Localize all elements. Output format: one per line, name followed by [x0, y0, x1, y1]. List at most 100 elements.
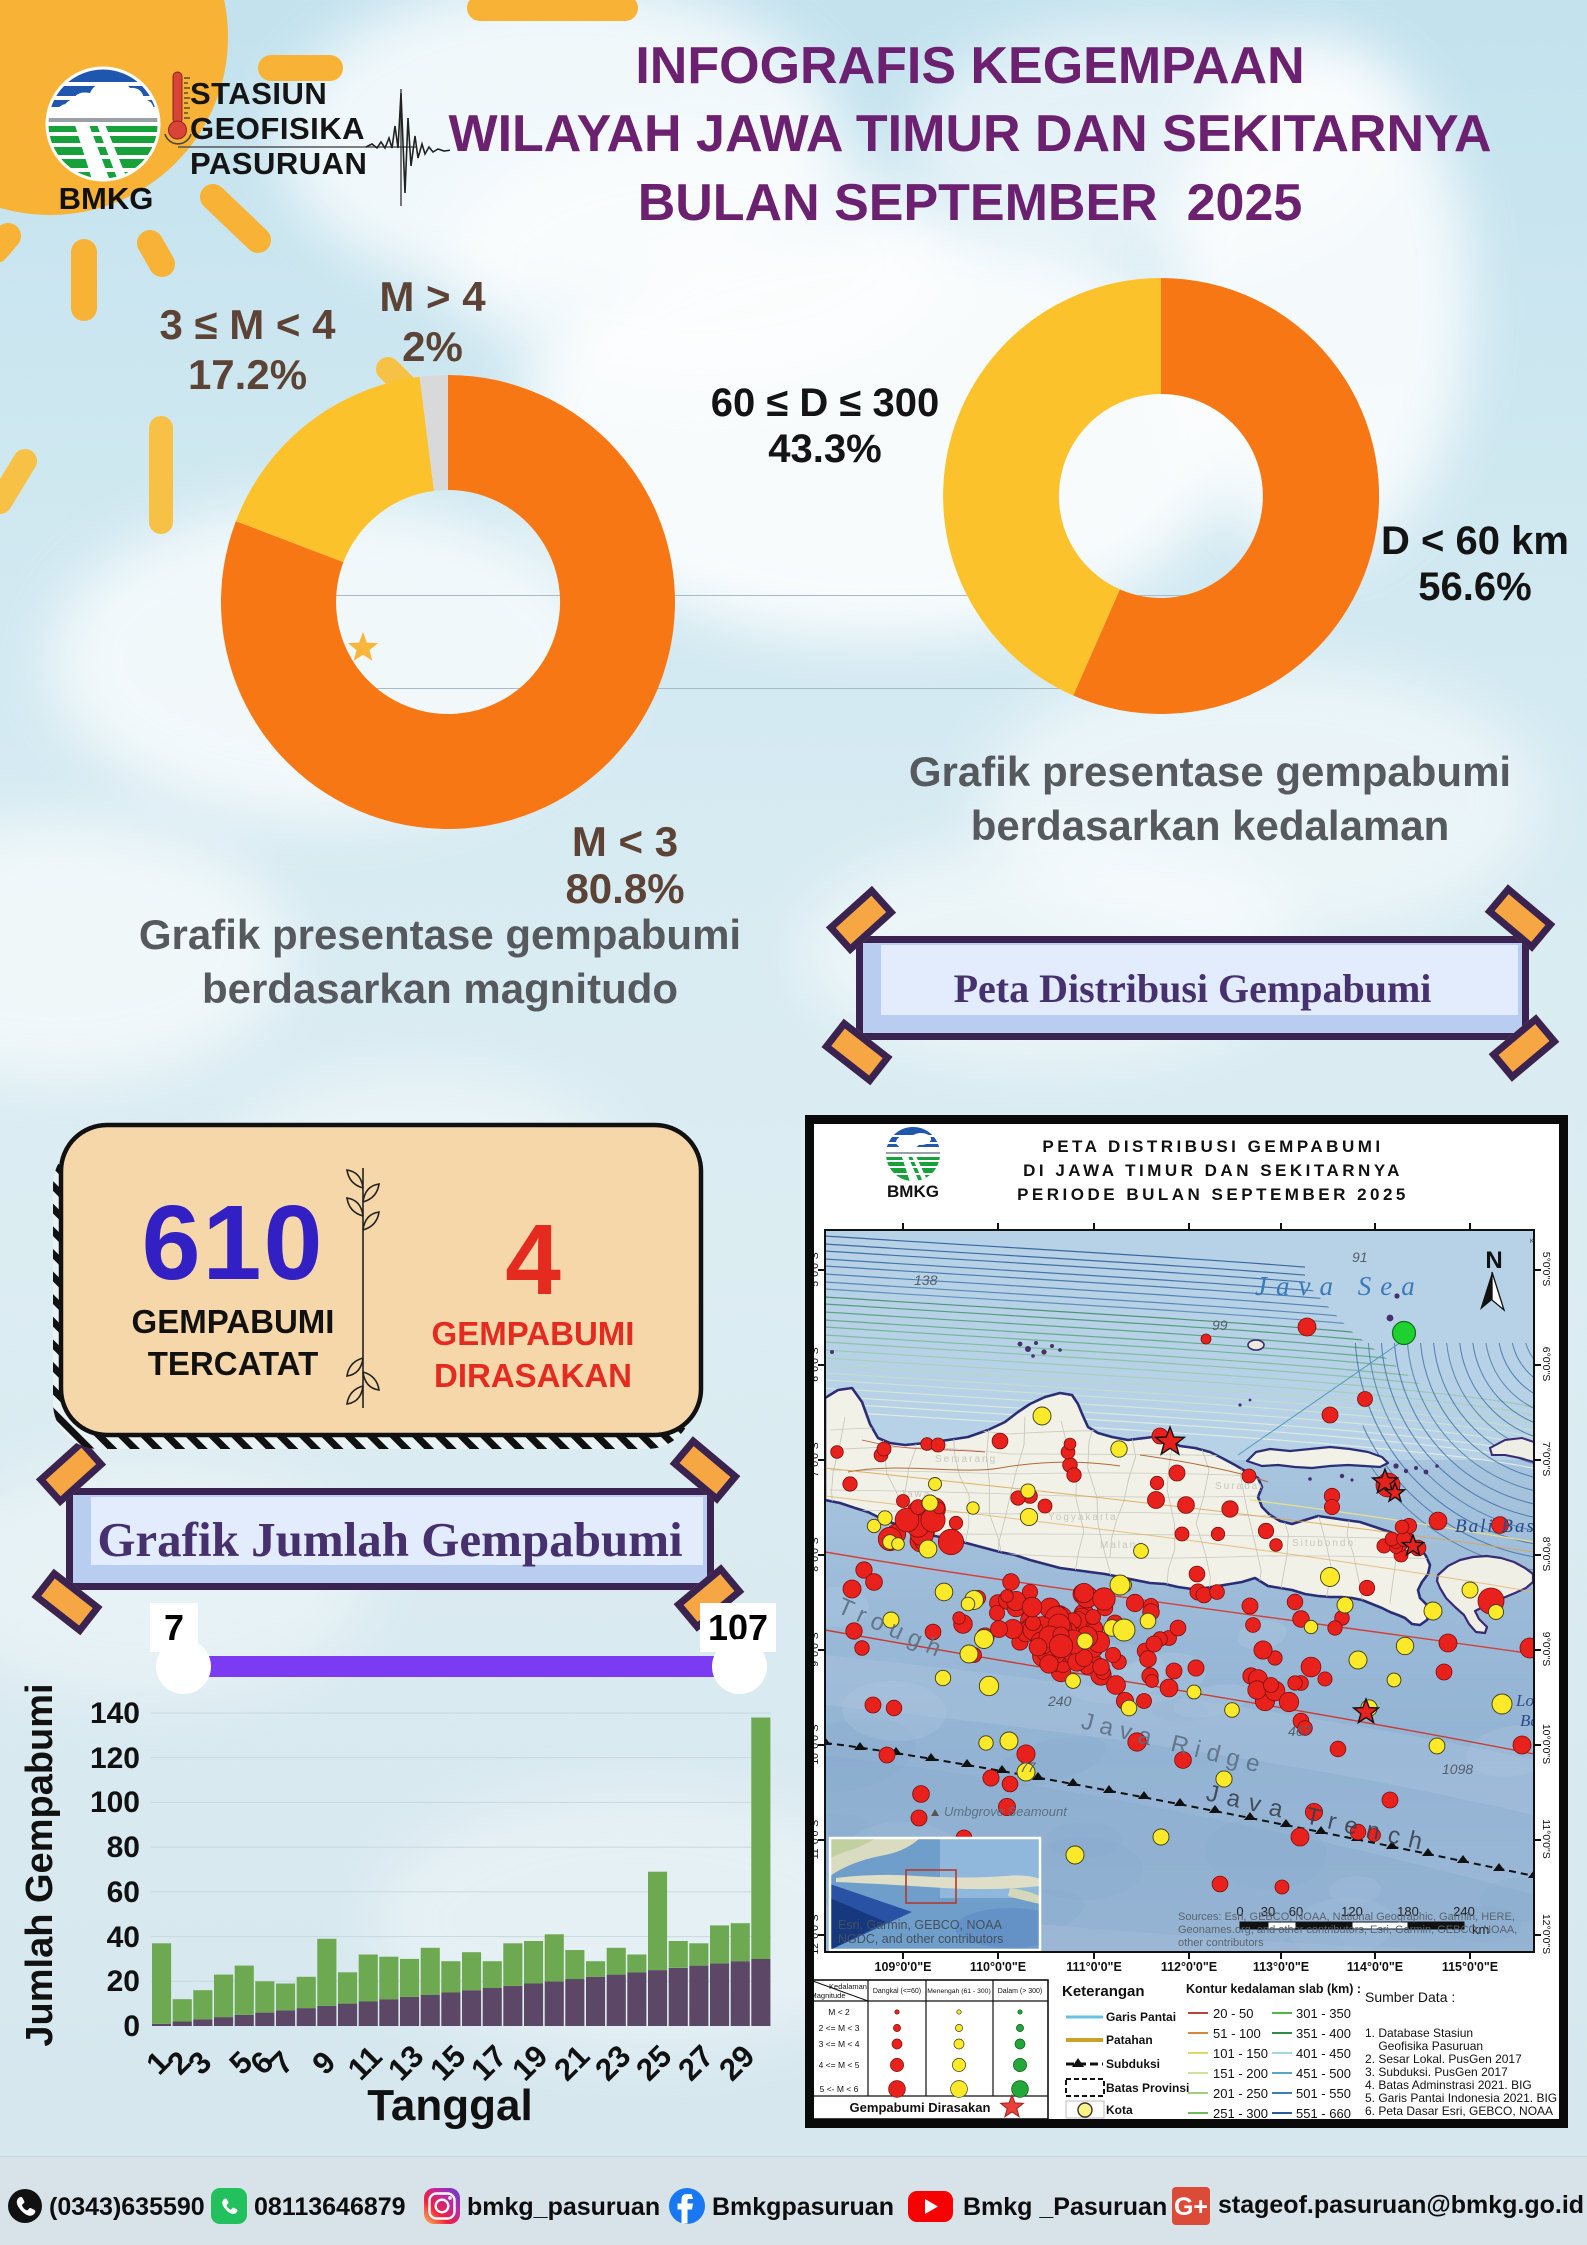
svg-text:Situbondo: Situbondo: [1292, 1538, 1355, 1549]
svg-text:Umbgrove Seamount: Umbgrove Seamount: [944, 1804, 1068, 1819]
svg-text:Bali Bas: Bali Bas: [1455, 1516, 1536, 1537]
svg-text:4. Batas Adminstrasi 2021. BIG: 4. Batas Adminstrasi 2021. BIG: [1365, 2078, 1532, 2092]
svg-text:Java Sea: Java Sea: [1255, 1271, 1424, 1301]
svg-text:NGDC, and other contributors: NGDC, and other contributors: [838, 1932, 1003, 1946]
svg-text:Geonames.org, and other contri: Geonames.org, and other contributors, Es…: [1178, 1924, 1517, 1936]
svg-text:Dalam (> 300): Dalam (> 300): [998, 1988, 1043, 1995]
svg-text:5 <- M < 6: 5 <- M < 6: [820, 2084, 859, 2094]
svg-text:10°0'0"S: 10°0'0"S: [1540, 1724, 1552, 1764]
svg-text:51 - 100: 51 - 100: [1213, 2026, 1261, 2041]
svg-text:BMKG: BMKG: [59, 181, 154, 216]
svg-text:Geofisika Pasuruan: Geofisika Pasuruan: [1365, 2039, 1483, 2053]
svg-text:km: km: [1472, 1922, 1489, 1937]
svg-text:2. Sesar Lokal. PusGen 2017: 2. Sesar Lokal. PusGen 2017: [1365, 2052, 1522, 2066]
svg-text:Tanggal: Tanggal: [367, 2081, 532, 2130]
svg-text:451 - 500: 451 - 500: [1296, 2066, 1351, 2081]
svg-text:1098: 1098: [1442, 1761, 1473, 1777]
svg-text:Lo: Lo: [1515, 1691, 1534, 1710]
svg-text:Surabaya: Surabaya: [1215, 1481, 1274, 1492]
svg-text:Dangkal (<=60): Dangkal (<=60): [873, 1988, 921, 1995]
svg-text:110°0'0"E: 110°0'0"E: [970, 1960, 1026, 1974]
svg-text:6. Peta Dasar Esri, GEBCO, NOA: 6. Peta Dasar Esri, GEBCO, NOAA: [1365, 2104, 1553, 2118]
svg-text:Yogyakarta: Yogyakarta: [1048, 1512, 1118, 1523]
svg-text:11°0'0"S: 11°0'0"S: [1540, 1819, 1552, 1859]
svg-text:PERIODE BULAN SEPTEMBER 2025: PERIODE BULAN SEPTEMBER 2025: [1017, 1185, 1409, 1204]
svg-text:60: 60: [107, 1876, 140, 1909]
svg-text:Bmkgpasuruan: Bmkgpasuruan: [712, 2193, 894, 2221]
svg-text:109°0'0"E: 109°0'0"E: [875, 1960, 932, 1974]
svg-text:Ba: Ba: [1520, 1711, 1539, 1730]
svg-text:0: 0: [123, 2010, 140, 2043]
svg-text:Kontur kedalaman slab (km) :: Kontur kedalaman slab (km) :: [1186, 1982, 1361, 1996]
svg-text:60: 60: [1289, 1904, 1303, 1919]
svg-text:115°0'0"E: 115°0'0"E: [1442, 1960, 1498, 1974]
svg-text:111°0'0"E: 111°0'0"E: [1066, 1960, 1122, 1974]
svg-text:Jawa: Jawa: [900, 1489, 931, 1500]
svg-text:401 - 450: 401 - 450: [1296, 2046, 1351, 2061]
svg-text:20: 20: [107, 1965, 140, 1998]
svg-text:2 <= M < 3: 2 <= M < 3: [819, 2023, 860, 2033]
svg-text:351 - 400: 351 - 400: [1296, 2026, 1351, 2041]
svg-text:12°0'0"S: 12°0'0"S: [1540, 1914, 1552, 1954]
svg-text:stageof.pasuruan@bmkg.go.id: stageof.pasuruan@bmkg.go.id: [1218, 2191, 1584, 2219]
svg-text:100: 100: [90, 1786, 140, 1819]
svg-text:Subduksi: Subduksi: [1106, 2057, 1160, 2071]
svg-text:7°0'0"S: 7°0'0"S: [1540, 1442, 1552, 1476]
svg-text:0: 0: [1236, 1904, 1243, 1919]
svg-text:180: 180: [1397, 1904, 1419, 1919]
svg-text:301 - 350: 301 - 350: [1296, 2006, 1351, 2021]
svg-text:201 - 250: 201 - 250: [1213, 2086, 1268, 2101]
svg-text:240: 240: [1047, 1693, 1072, 1709]
svg-text:other contributors: other contributors: [1178, 1937, 1264, 1949]
svg-text:(0343)635590: (0343)635590: [49, 2193, 205, 2221]
svg-text:N: N: [1485, 1247, 1502, 1274]
svg-text:9°0'0"S: 9°0'0"S: [1540, 1632, 1552, 1666]
svg-text:1. Database Stasiun: 1. Database Stasiun: [1365, 2026, 1473, 2040]
svg-text:80: 80: [107, 1831, 140, 1864]
svg-text:140: 140: [90, 1697, 140, 1730]
svg-text:Jumlah Gempabumi: Jumlah Gempabumi: [19, 1683, 61, 2046]
svg-text:251 - 300: 251 - 300: [1213, 2106, 1268, 2121]
svg-text:30: 30: [1261, 1904, 1275, 1919]
svg-text:501 - 550: 501 - 550: [1296, 2086, 1351, 2101]
svg-text:DI JAWA TIMUR DAN SEKITARNYA: DI JAWA TIMUR DAN SEKITARNYA: [1023, 1161, 1403, 1180]
svg-text:112°0'0"E: 112°0'0"E: [1161, 1960, 1217, 1974]
svg-text:467: 467: [1288, 1723, 1313, 1739]
svg-text:5. Garis Pantai Indonesia 2021: 5. Garis Pantai Indonesia 2021. BIG: [1365, 2091, 1557, 2105]
svg-text:Kedalaman: Kedalaman: [829, 1982, 867, 1991]
svg-text:G+: G+: [1174, 2193, 1208, 2221]
svg-text:5°0'0"S: 5°0'0"S: [1540, 1252, 1552, 1286]
svg-text:Esri, Garmin, GEBCO, NOAA: Esri, Garmin, GEBCO, NOAA: [838, 1918, 1003, 1932]
svg-text:Gempabumi Dirasakan: Gempabumi Dirasakan: [850, 2100, 991, 2115]
svg-text:20 - 50: 20 - 50: [1213, 2006, 1253, 2021]
svg-text:08113646879: 08113646879: [254, 2193, 406, 2221]
svg-text:6°0'0"S: 6°0'0"S: [1540, 1347, 1552, 1381]
svg-text:91: 91: [1352, 1249, 1368, 1265]
svg-text:9: 9: [305, 2044, 342, 2081]
svg-text:138: 138: [914, 1272, 938, 1288]
svg-text:240: 240: [1453, 1904, 1475, 1919]
svg-text:120: 120: [1341, 1904, 1363, 1919]
svg-text:Magnitude: Magnitude: [810, 1991, 845, 2000]
svg-text:M < 2: M < 2: [828, 2007, 850, 2017]
svg-text:40: 40: [107, 1921, 140, 1954]
svg-text:29: 29: [712, 2038, 761, 2087]
svg-text:KOTA BARU: KOTA BARU: [1530, 1239, 1564, 1245]
svg-text:Sumber Data :: Sumber Data :: [1365, 1989, 1455, 2005]
svg-text:151 - 200: 151 - 200: [1213, 2066, 1268, 2081]
svg-text:Patahan: Patahan: [1106, 2033, 1153, 2047]
svg-text:BMKG: BMKG: [887, 1182, 939, 1201]
svg-text:4 <= M < 5: 4 <= M < 5: [819, 2060, 860, 2070]
svg-text:77: 77: [1020, 1759, 1037, 1775]
svg-text:113°0'0"E: 113°0'0"E: [1253, 1960, 1309, 1974]
svg-text:bmkg_pasuruan: bmkg_pasuruan: [467, 2193, 660, 2221]
svg-text:PETA DISTRIBUSI GEMPABUMI: PETA DISTRIBUSI GEMPABUMI: [1042, 1137, 1383, 1156]
svg-text:99: 99: [1212, 1317, 1228, 1333]
svg-text:Keterangan: Keterangan: [1062, 1983, 1145, 2000]
svg-text:Menengah (61 - 300): Menengah (61 - 300): [927, 1988, 990, 1995]
svg-text:Batas Provinsi: Batas Provinsi: [1106, 2081, 1189, 2095]
svg-text:114°0'0"E: 114°0'0"E: [1347, 1960, 1403, 1974]
svg-text:3 <= M < 4: 3 <= M < 4: [819, 2039, 860, 2049]
svg-text:Garis Pantai: Garis Pantai: [1106, 2010, 1176, 2024]
svg-text:Sources: Esri, GEBCO, NOAA, Na: Sources: Esri, GEBCO, NOAA, National Geo…: [1178, 1911, 1515, 1923]
